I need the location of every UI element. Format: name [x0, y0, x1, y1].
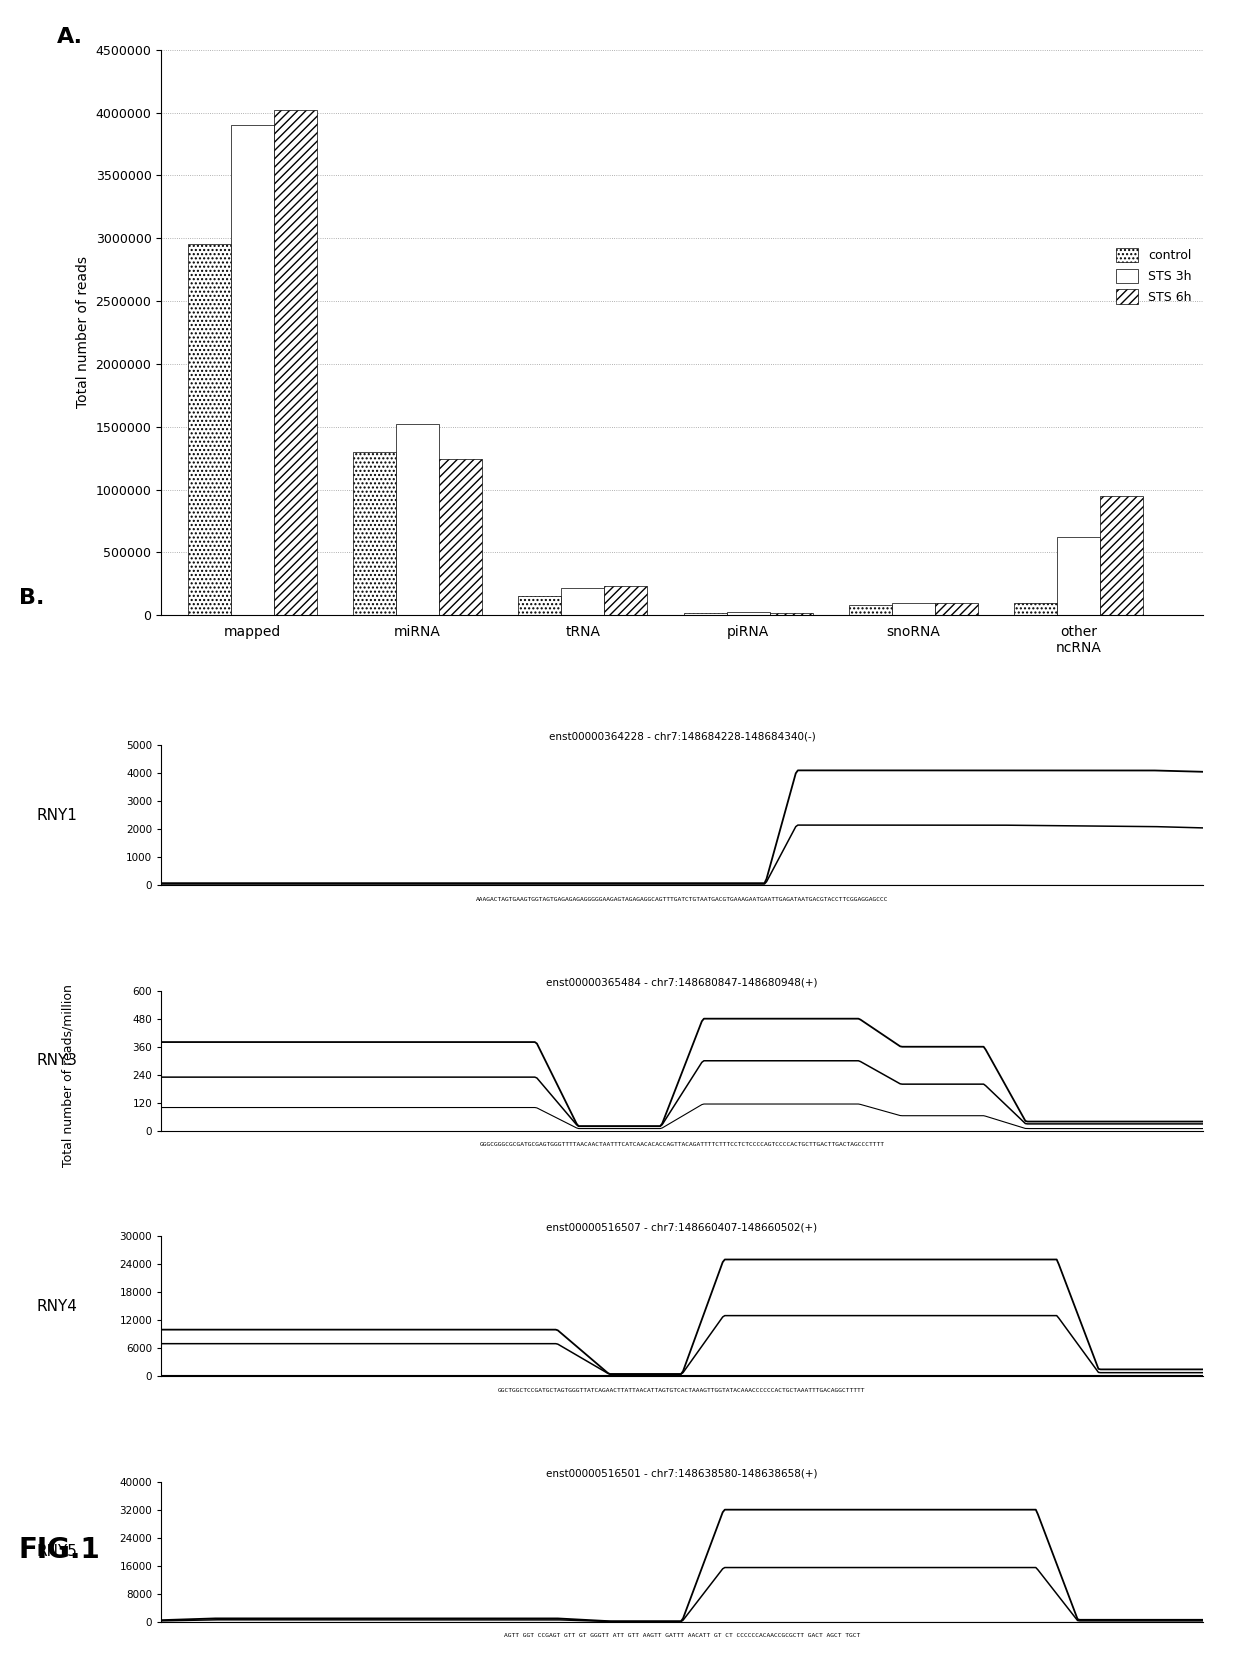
- Bar: [849, 606, 892, 616]
- Bar: [1058, 538, 1100, 616]
- Bar: [604, 586, 647, 616]
- Title: enst00000364228 - chr7:148684228-148684340(-): enst00000364228 - chr7:148684228-1486843…: [548, 732, 816, 741]
- Text: A.: A.: [57, 26, 83, 46]
- Y-axis label: Total number of reads: Total number of reads: [76, 257, 91, 409]
- Title: enst00000365484 - chr7:148680847-148680948(+): enst00000365484 - chr7:148680847-1486809…: [547, 976, 817, 986]
- Bar: [353, 452, 396, 616]
- Bar: [727, 612, 770, 616]
- Bar: [562, 588, 604, 616]
- Text: RNY3: RNY3: [36, 1053, 77, 1067]
- Text: GGCTGGCTCCGATGCTAGTGGGTTATCAGAACTTATTAACATTAGTGTCACTAAAGTTGGTATACAAACCCCCCACTGCT: GGCTGGCTCCGATGCTAGTGGGTTATCAGAACTTATTAAC…: [498, 1387, 866, 1392]
- Text: GGGCGGGCGCGATGCGAGTGGGTTTTAACAACTAATTTCATCAACACACCAGTTACAGATTTTCTTTCCTCTCCCCAGTC: GGGCGGGCGCGATGCGAGTGGGTTTTAACAACTAATTTCA…: [480, 1142, 884, 1147]
- Bar: [892, 604, 935, 616]
- Text: RNY4: RNY4: [36, 1299, 77, 1314]
- Title: enst00000516501 - chr7:148638580-148638658(+): enst00000516501 - chr7:148638580-1486386…: [547, 1468, 817, 1478]
- Bar: [274, 109, 316, 616]
- Bar: [396, 424, 439, 616]
- Text: RNY1: RNY1: [36, 808, 77, 823]
- Bar: [1014, 602, 1058, 616]
- Text: RNY5: RNY5: [36, 1544, 77, 1559]
- Bar: [187, 245, 231, 616]
- Bar: [935, 602, 978, 616]
- Text: Total number of reads/million: Total number of reads/million: [62, 985, 74, 1167]
- Legend: control, STS 3h, STS 6h: control, STS 3h, STS 6h: [1111, 243, 1197, 309]
- Bar: [683, 612, 727, 616]
- Bar: [770, 612, 812, 616]
- Title: enst00000516507 - chr7:148660407-148660502(+): enst00000516507 - chr7:148660407-1486605…: [547, 1223, 817, 1233]
- Text: AGTT GGT CCGAGT GTT GT GGGTT ATT GTT AAGTT GATTT AACATT GT CT CCCCCCACAACCGCGCTT: AGTT GGT CCGAGT GTT GT GGGTT ATT GTT AAG…: [503, 1633, 861, 1638]
- Text: AAAGACTAGTGAAGTGGTAGTGAGAGAGAGGGGGAAGAGTAGAGAGGCAGTTTGATCTGTAATGACGTGAAAGAATGAAT: AAAGACTAGTGAAGTGGTAGTGAGAGAGAGGGGGAAGAGT…: [476, 897, 888, 902]
- Bar: [439, 460, 482, 616]
- Bar: [231, 126, 274, 616]
- Bar: [518, 596, 562, 616]
- Text: FIG.1: FIG.1: [19, 1536, 100, 1564]
- Text: B.: B.: [19, 588, 43, 607]
- Bar: [1100, 496, 1143, 616]
